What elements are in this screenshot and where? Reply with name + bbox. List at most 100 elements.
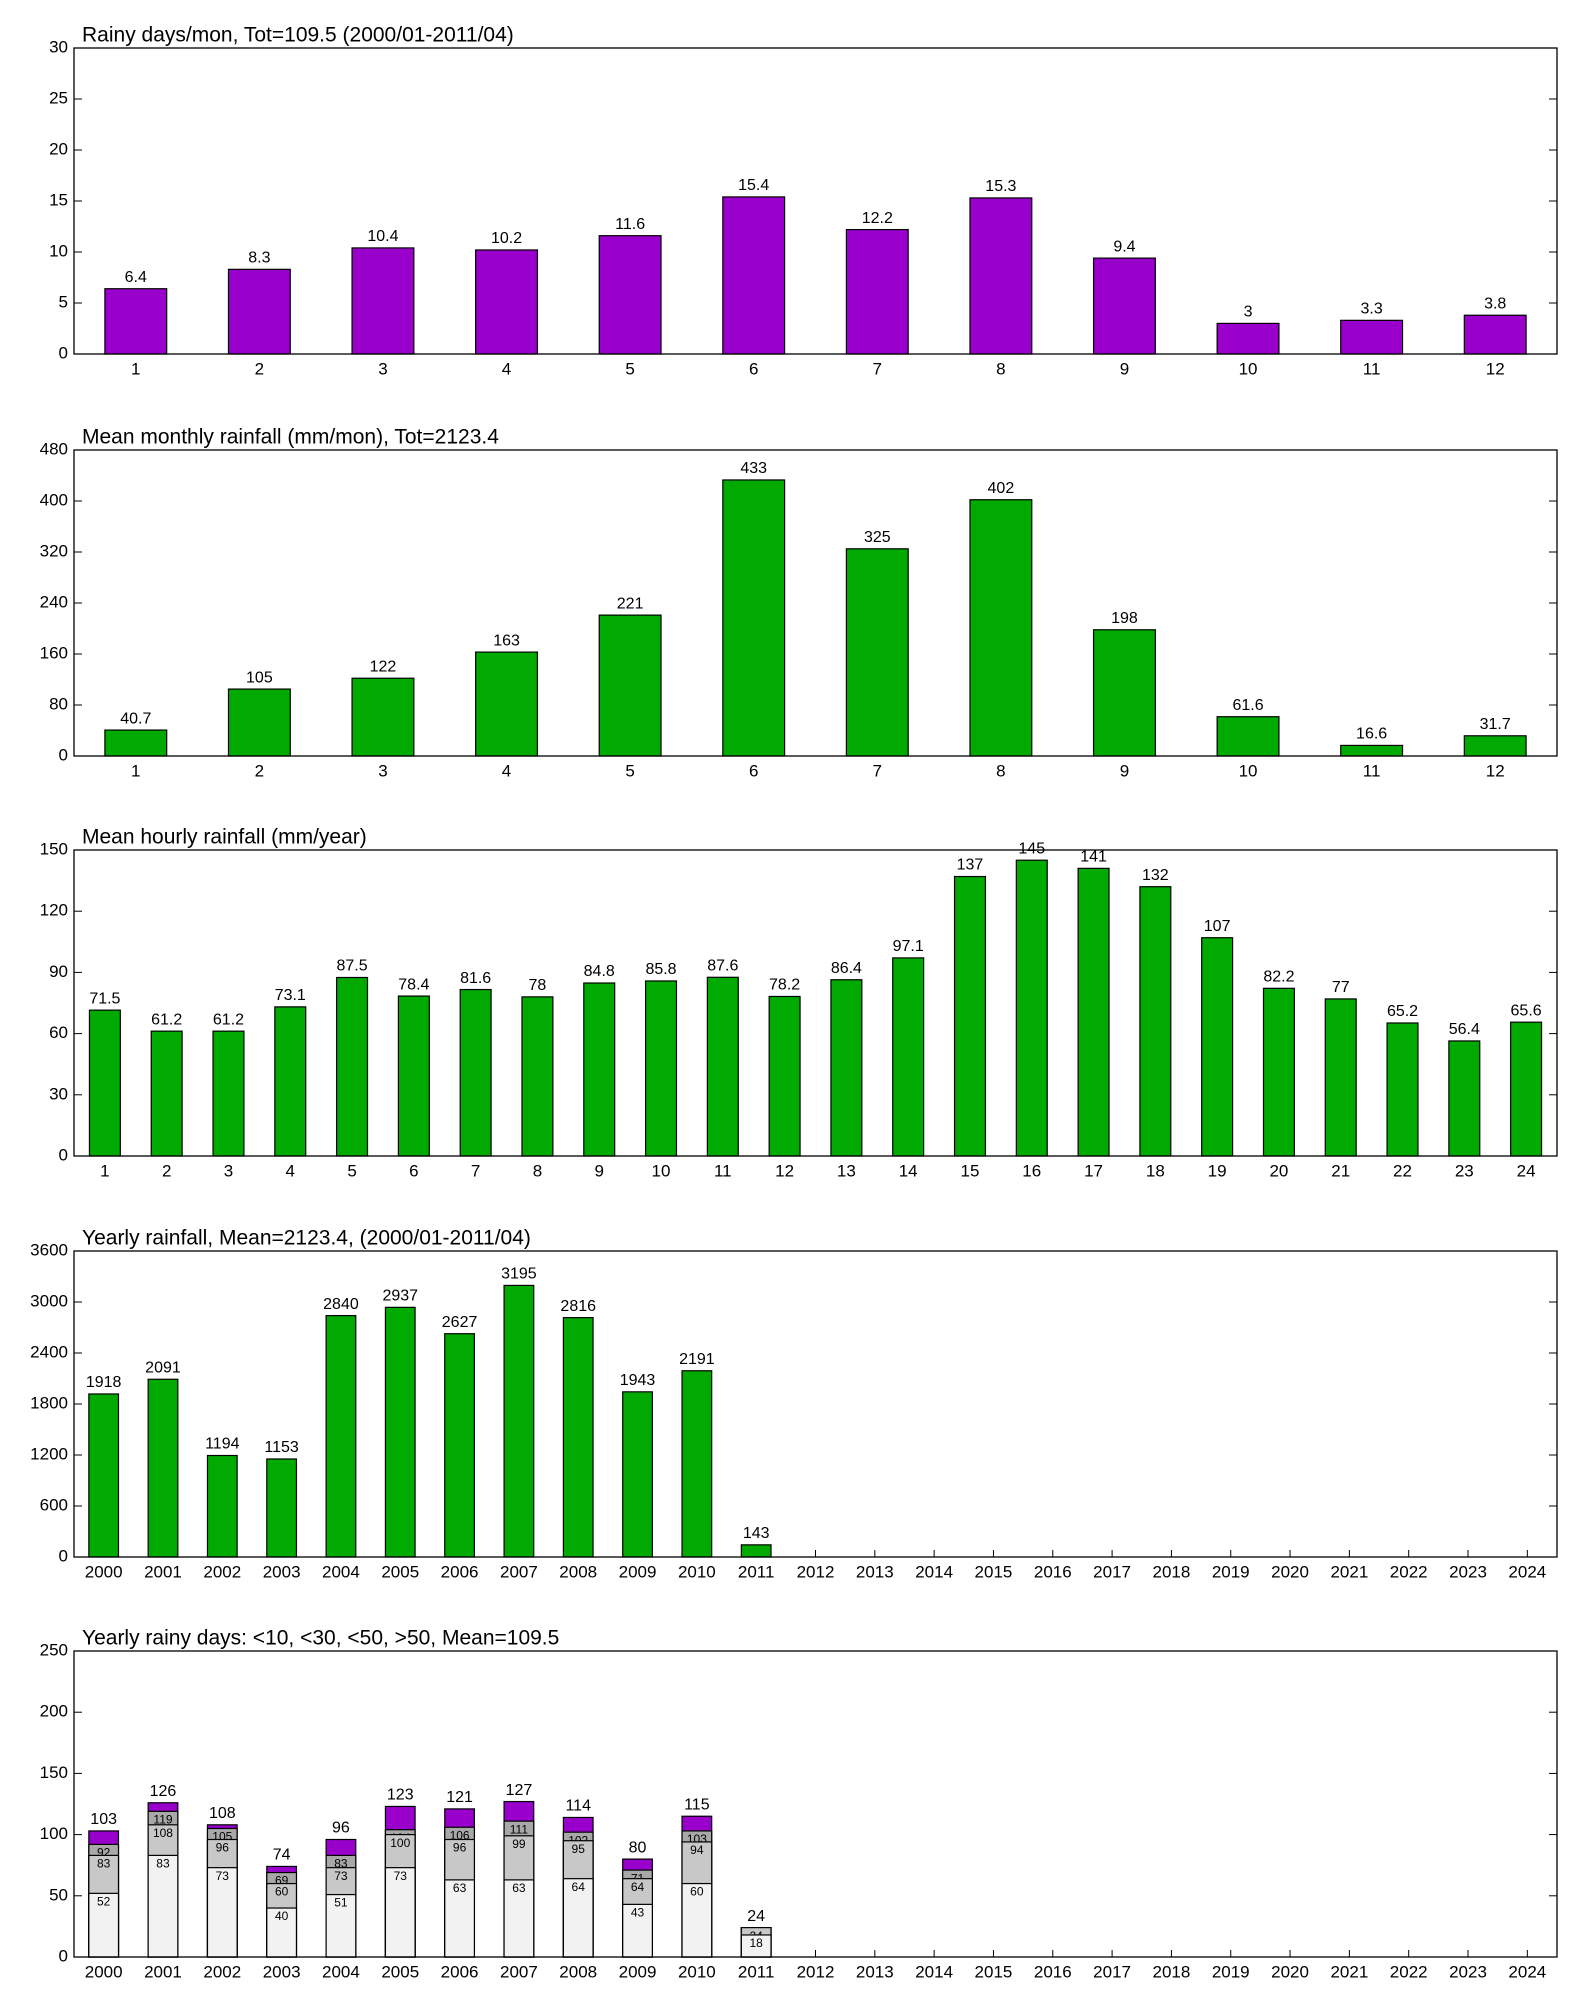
x-tick-label: 2009 — [619, 1562, 657, 1581]
bar — [384, 1306, 416, 1558]
bar — [503, 1879, 535, 1958]
bar — [503, 1284, 535, 1558]
plot-frame — [73, 449, 1558, 757]
y-tick-label: 2400 — [30, 1342, 68, 1361]
x-tick-label: 2012 — [797, 1962, 835, 1981]
bar — [1386, 1022, 1419, 1157]
x-tick-label: 2 — [162, 1161, 171, 1180]
bar — [1463, 314, 1527, 355]
data-label: 10.4 — [367, 228, 398, 245]
bar — [397, 995, 430, 1157]
x-tick-label: 6 — [749, 761, 758, 780]
bar — [830, 979, 863, 1157]
data-label: 40.7 — [120, 710, 151, 727]
x-tick-label: 2000 — [85, 1962, 123, 1981]
data-label: 24 — [747, 1908, 765, 1925]
x-tick-label: 2018 — [1153, 1562, 1191, 1581]
data-label: 137 — [957, 857, 984, 874]
data-label: 163 — [493, 632, 520, 649]
plot-frame — [73, 47, 1558, 355]
chart-title: Yearly rainy days: <10, <30, <50, >50, M… — [82, 1627, 559, 1650]
bar — [969, 499, 1033, 757]
y-tick-label: 50 — [49, 1885, 68, 1904]
x-tick-label: 8 — [533, 1161, 542, 1180]
data-label: 402 — [988, 480, 1015, 497]
x-tick-label: 12 — [775, 1161, 794, 1180]
x-tick-label: 2011 — [738, 1562, 775, 1581]
bar — [351, 677, 415, 757]
data-label: 111 — [510, 1822, 529, 1836]
x-tick-label: 2011 — [738, 1962, 775, 1981]
data-label: 1943 — [620, 1372, 656, 1389]
data-label: 71.5 — [89, 990, 120, 1007]
bar — [147, 1854, 179, 1958]
data-label: 107 — [1204, 918, 1231, 935]
x-tick-label: 7 — [873, 761, 882, 780]
data-label: 3 — [1244, 304, 1253, 321]
y-tick-label: 25 — [49, 88, 68, 107]
bar — [227, 268, 291, 355]
data-label: 60 — [275, 1885, 289, 1899]
x-tick-label: 10 — [1239, 761, 1258, 780]
bar — [206, 1454, 238, 1558]
x-tick-label: 2002 — [203, 1962, 241, 1981]
x-tick-label: 2020 — [1271, 1962, 1309, 1981]
bar — [1262, 987, 1295, 1157]
x-tick-label: 2 — [255, 761, 264, 780]
x-tick-label: 5 — [625, 761, 634, 780]
x-tick-label: 13 — [837, 1161, 856, 1180]
data-label: 2937 — [382, 1288, 418, 1305]
data-label: 94 — [690, 1843, 704, 1857]
data-label: 65.6 — [1511, 1002, 1542, 1019]
data-label: 6.4 — [125, 269, 147, 286]
x-tick-label: 15 — [961, 1161, 980, 1180]
y-tick-label: 150 — [40, 839, 68, 858]
data-label: 63 — [512, 1881, 526, 1895]
data-label: 73 — [216, 1869, 230, 1883]
y-tick-label: 160 — [40, 643, 68, 662]
data-label: 325 — [864, 529, 891, 546]
data-label: 198 — [1111, 610, 1138, 627]
y-tick-label: 250 — [40, 1640, 68, 1659]
data-label: 2091 — [145, 1359, 181, 1376]
data-label: 3.8 — [1484, 295, 1506, 312]
x-tick-label: 23 — [1455, 1161, 1474, 1180]
x-tick-label: 2013 — [856, 1562, 894, 1581]
y-tick-label: 0 — [59, 1546, 68, 1565]
bar — [1216, 716, 1280, 757]
x-tick-label: 5 — [625, 359, 634, 378]
bar — [845, 228, 909, 355]
data-label: 56.4 — [1449, 1021, 1480, 1038]
bar — [722, 196, 786, 355]
data-label: 121 — [446, 1789, 473, 1806]
plot-frame — [73, 1650, 1558, 1958]
bar — [1448, 1040, 1481, 1157]
y-tick-label: 0 — [59, 343, 68, 362]
data-label: 1194 — [205, 1436, 240, 1453]
y-tick-label: 20 — [49, 139, 68, 158]
x-tick-label: 18 — [1146, 1161, 1165, 1180]
y-tick-label: 15 — [49, 190, 68, 209]
data-label: 64 — [631, 1880, 645, 1894]
data-label: 43 — [631, 1906, 645, 1920]
bar — [1216, 322, 1280, 355]
bar — [969, 197, 1033, 355]
data-label: 105 — [246, 669, 273, 686]
data-label: 108 — [209, 1805, 236, 1822]
data-label: 132 — [1142, 867, 1169, 884]
bar — [150, 1030, 183, 1157]
data-label: 122 — [370, 658, 397, 675]
bar — [325, 1314, 357, 1558]
bar — [1340, 744, 1404, 757]
x-tick-label: 2006 — [441, 1562, 479, 1581]
x-tick-label: 16 — [1022, 1161, 1041, 1180]
x-tick-label: 2003 — [263, 1562, 301, 1581]
x-tick-label: 1 — [100, 1161, 109, 1180]
data-label: 2816 — [560, 1298, 596, 1315]
bar — [444, 1879, 476, 1958]
y-tick-label: 1800 — [30, 1393, 68, 1412]
data-label: 123 — [387, 1787, 414, 1804]
y-tick-label: 3600 — [30, 1240, 68, 1259]
bar — [1510, 1021, 1543, 1157]
